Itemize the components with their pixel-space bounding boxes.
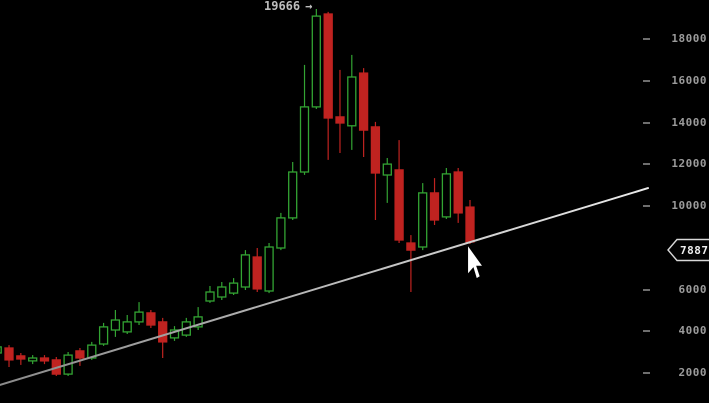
candle-body [323, 13, 333, 119]
candle [323, 11, 333, 160]
candle-body [465, 206, 475, 243]
candle-body [4, 347, 14, 361]
axis-label: 10000 [671, 199, 707, 212]
candle [406, 235, 416, 292]
candle-body [28, 357, 38, 362]
candle [429, 178, 440, 225]
candle-body [347, 76, 357, 127]
axis-tick [643, 330, 650, 333]
axis-label: 16000 [671, 73, 707, 87]
candle [370, 121, 381, 220]
candle-body [228, 282, 239, 294]
candle-body [288, 171, 298, 219]
candles-layer [0, 9, 475, 376]
candle [39, 355, 50, 365]
price-tag-value: 7887. [680, 244, 709, 257]
candle [347, 54, 357, 150]
candle-body [382, 163, 392, 176]
axis-tick [643, 372, 650, 374]
candle [288, 162, 298, 220]
candle [382, 158, 392, 203]
axis-label: 14000 [671, 115, 707, 129]
candle-body [406, 242, 416, 251]
axis-tick [643, 79, 650, 82]
axis-label: 18000 [671, 32, 707, 45]
candle [110, 310, 121, 337]
candle-body [122, 321, 132, 333]
candle [228, 278, 239, 295]
candle-body [429, 192, 440, 221]
candle-body [75, 350, 85, 359]
peak-price-annotation: 19666 → [264, 0, 312, 12]
candle-body [146, 312, 156, 326]
candle-body [158, 321, 168, 343]
candle [122, 315, 132, 334]
candle [158, 317, 168, 358]
candle-body [358, 72, 369, 131]
candle [276, 212, 286, 251]
candle-body [311, 15, 321, 108]
axis-label: 4000 [678, 324, 707, 338]
candle-body [264, 246, 274, 292]
candle [205, 286, 215, 303]
candle [358, 68, 369, 157]
candle-body [252, 256, 262, 290]
candle-body [299, 106, 310, 173]
axis-label: 12000 [671, 157, 707, 171]
trendline[interactable] [0, 187, 649, 386]
candle [75, 348, 85, 366]
axis-tick [643, 38, 650, 40]
candle-body [193, 316, 203, 328]
candle [394, 140, 404, 243]
candle-body [240, 254, 251, 288]
candle-body [276, 217, 286, 249]
candle [28, 355, 38, 365]
candle [217, 282, 227, 300]
candle-body [441, 173, 452, 218]
candle [418, 183, 428, 251]
candle [335, 69, 345, 153]
candle [441, 168, 452, 219]
mouse-cursor-icon [467, 244, 484, 280]
candle-body [394, 169, 404, 241]
candle-body [16, 355, 26, 360]
candle-body [205, 291, 215, 302]
candle-body [98, 326, 109, 345]
right-arrow-icon: → [305, 0, 313, 13]
peak-price-label: 19666 [264, 0, 301, 13]
price-tag-shape [667, 238, 709, 262]
candle-body [453, 171, 463, 214]
candle-body [39, 357, 50, 362]
axis-tick [643, 288, 650, 291]
candle [146, 310, 156, 328]
candle [16, 353, 26, 365]
candle [311, 9, 321, 109]
candle [453, 168, 463, 223]
axis-tick [643, 205, 650, 207]
axis-tick [643, 163, 650, 166]
candle [0, 346, 2, 354]
candle-body [0, 346, 2, 354]
candle [252, 248, 262, 292]
candle-body [370, 126, 381, 174]
current-price-tag: 7887. [667, 238, 709, 262]
candle [4, 345, 14, 367]
axis-label: 2000 [678, 366, 707, 379]
axis-tick [643, 121, 650, 124]
candle-body [110, 319, 121, 331]
candle-body [335, 116, 345, 124]
candle [98, 322, 109, 346]
candle [264, 243, 274, 294]
candle [240, 250, 251, 290]
axis-label: 6000 [678, 282, 707, 296]
candle [193, 307, 203, 330]
candle-body [418, 192, 428, 248]
candle-body [217, 286, 227, 298]
candle [134, 302, 144, 325]
candle [465, 200, 475, 244]
candle-body [134, 311, 144, 323]
candle [299, 64, 310, 175]
